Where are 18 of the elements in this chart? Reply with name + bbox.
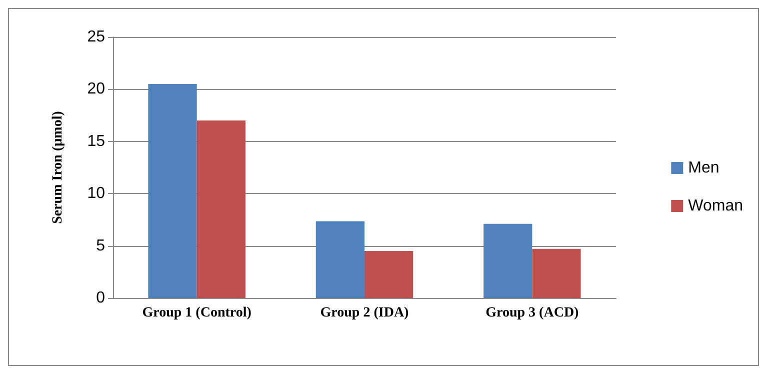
bar [196, 120, 246, 298]
legend-label: Woman [688, 198, 744, 214]
bar [484, 224, 532, 298]
legend-label: Men [688, 160, 720, 176]
y-tick-label: 20 [87, 80, 106, 98]
bar [148, 84, 197, 298]
x-tick-label: Group 3 (ACD) [486, 306, 580, 320]
y-tick-label: 10 [87, 185, 106, 202]
bar [532, 248, 581, 298]
y-tick-label: 25 [87, 28, 106, 46]
y-tick-label: 0 [96, 290, 106, 306]
y-axis-title: Serum Iron (µmol) [50, 110, 66, 224]
y-tick-label: 15 [87, 132, 106, 150]
bar [316, 221, 364, 298]
x-tick-label: Group 1 (Control) [142, 306, 252, 320]
x-tick-label: Group 2 (IDA) [320, 306, 410, 320]
bar [364, 251, 414, 298]
y-tick-label: 5 [96, 237, 106, 254]
